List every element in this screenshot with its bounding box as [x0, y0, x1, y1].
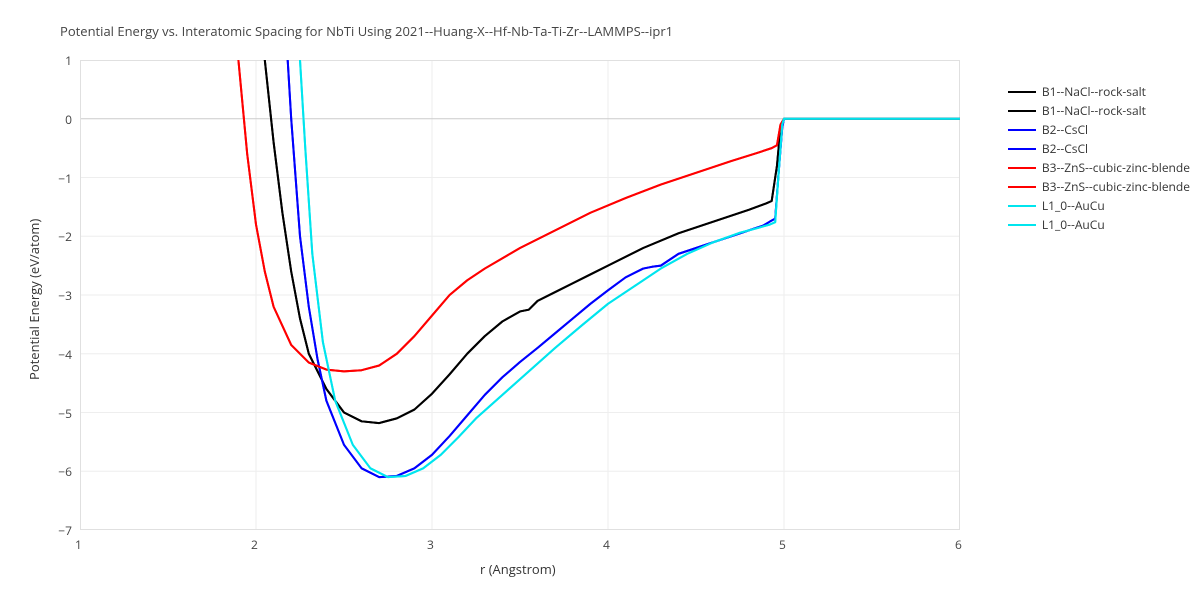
y-tick-label: −6 — [58, 463, 72, 480]
legend-item[interactable]: B2--CsCl — [1008, 120, 1190, 139]
legend-swatch — [1008, 129, 1036, 131]
legend-swatch — [1008, 91, 1036, 93]
legend-label: B2--CsCl — [1042, 121, 1088, 138]
legend-item[interactable]: B2--CsCl — [1008, 139, 1190, 158]
y-tick-label: −7 — [58, 522, 72, 539]
y-tick-label: −3 — [58, 287, 72, 304]
chart-title: Potential Energy vs. Interatomic Spacing… — [60, 22, 673, 40]
x-tick-label: 3 — [427, 536, 434, 553]
legend-label: B1--NaCl--rock-salt — [1042, 102, 1146, 119]
legend-label: L1_0--AuCu — [1042, 197, 1105, 214]
y-tick-label: −4 — [58, 346, 72, 363]
legend-item[interactable]: B3--ZnS--cubic-zinc-blende — [1008, 158, 1190, 177]
legend-item[interactable]: B1--NaCl--rock-salt — [1008, 101, 1190, 120]
y-tick-label: 0 — [65, 111, 72, 128]
legend-swatch — [1008, 224, 1036, 226]
legend-label: L1_0--AuCu — [1042, 216, 1105, 233]
legend-item[interactable]: B3--ZnS--cubic-zinc-blende — [1008, 177, 1190, 196]
x-tick-label: 6 — [955, 536, 962, 553]
legend-item[interactable]: L1_0--AuCu — [1008, 215, 1190, 234]
y-tick-label: −1 — [58, 170, 72, 187]
legend-swatch — [1008, 205, 1036, 207]
x-tick-label: 5 — [779, 536, 786, 553]
legend-label: B1--NaCl--rock-salt — [1042, 83, 1146, 100]
chart-root: Potential Energy vs. Interatomic Spacing… — [0, 0, 1200, 600]
legend-item[interactable]: B1--NaCl--rock-salt — [1008, 82, 1190, 101]
y-tick-label: −5 — [58, 405, 72, 422]
x-tick-label: 4 — [603, 536, 610, 553]
legend-label: B3--ZnS--cubic-zinc-blende — [1042, 159, 1190, 176]
legend-swatch — [1008, 167, 1036, 169]
legend-swatch — [1008, 186, 1036, 188]
legend-swatch — [1008, 148, 1036, 150]
legend-item[interactable]: L1_0--AuCu — [1008, 196, 1190, 215]
y-axis-label: Potential Energy (eV/atom) — [25, 219, 43, 380]
legend-label: B3--ZnS--cubic-zinc-blende — [1042, 178, 1190, 195]
legend-label: B2--CsCl — [1042, 140, 1088, 157]
y-tick-label: −2 — [58, 228, 72, 245]
plot-area[interactable] — [80, 60, 960, 530]
x-tick-label: 1 — [75, 536, 82, 553]
legend-swatch — [1008, 110, 1036, 112]
x-tick-label: 2 — [251, 536, 258, 553]
y-tick-label: 1 — [65, 52, 72, 69]
x-axis-label: r (Angstrom) — [480, 560, 556, 578]
legend[interactable]: B1--NaCl--rock-salt B1--NaCl--rock-salt B2… — [1008, 82, 1190, 234]
